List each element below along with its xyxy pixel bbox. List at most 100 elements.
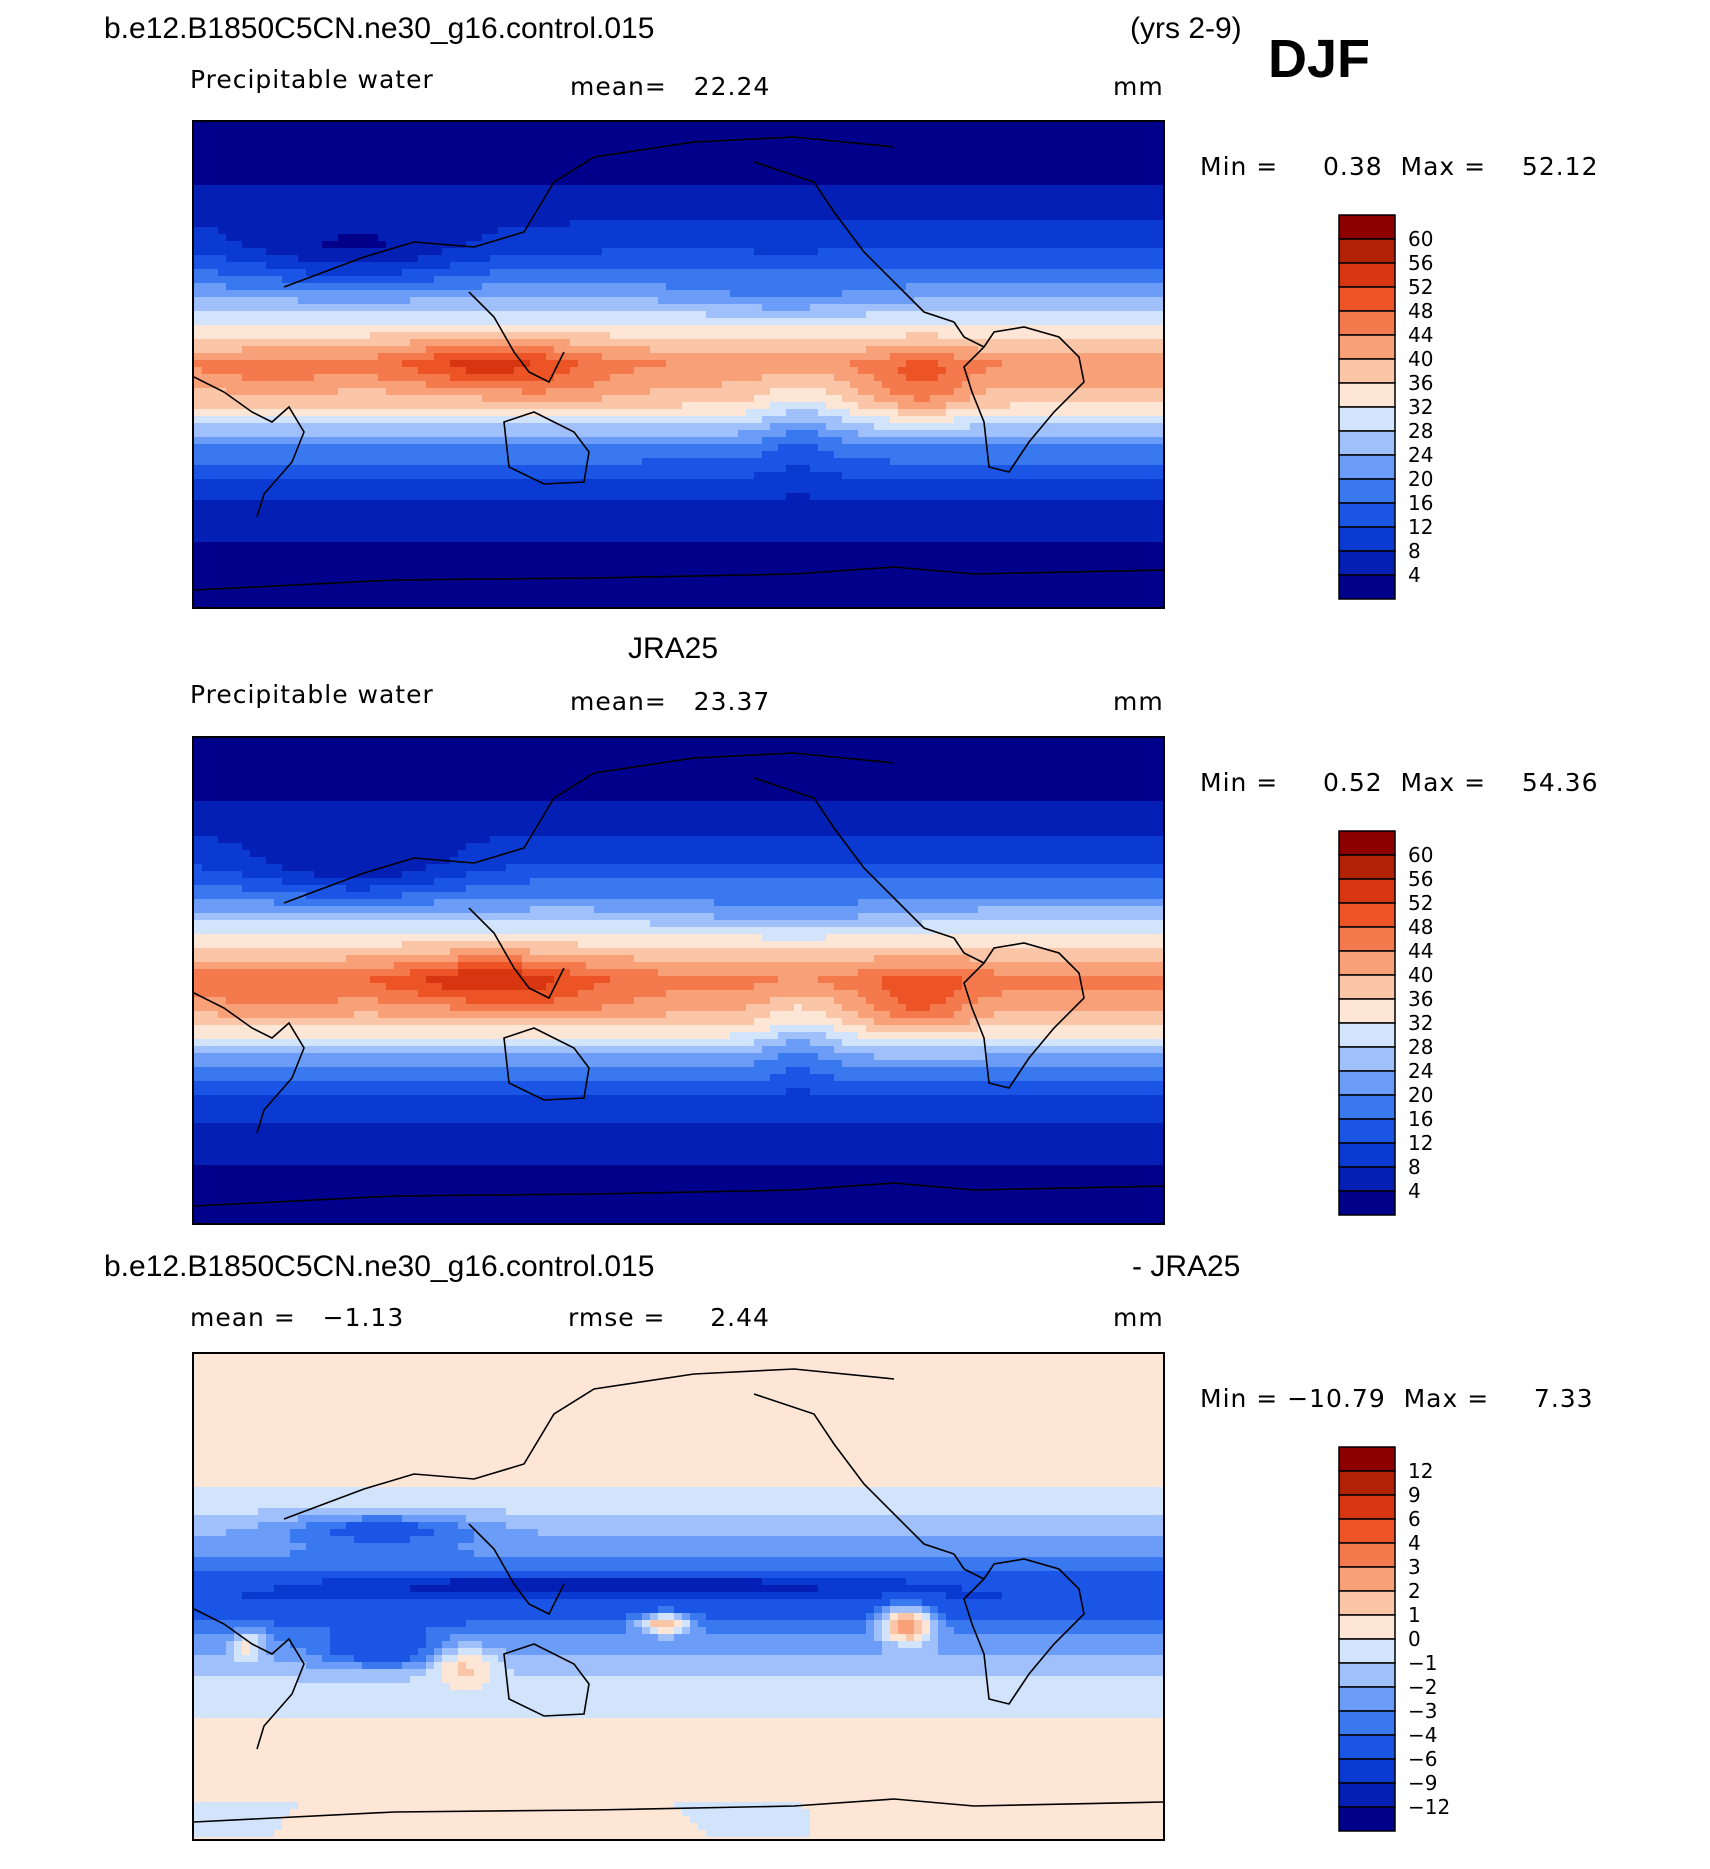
field-cell (1042, 136, 1051, 144)
field-cell (1026, 143, 1035, 151)
field-cell (498, 206, 507, 214)
field-cell (1090, 185, 1099, 193)
field-cell (1066, 136, 1075, 144)
field-cell (514, 234, 523, 242)
field-cell (442, 227, 451, 235)
field-cell (442, 136, 451, 144)
field-cell (554, 136, 563, 144)
field-cell (258, 360, 267, 368)
field-cell (946, 185, 955, 193)
field-cell (1082, 346, 1091, 354)
field-cell (586, 374, 595, 382)
field-cell (338, 150, 347, 158)
field-cell (394, 360, 403, 368)
field-cell (1090, 325, 1099, 333)
field-cell (210, 164, 219, 172)
field-cell (1154, 136, 1163, 144)
field-cell (474, 332, 483, 340)
field-cell (730, 325, 739, 333)
field-cell (538, 171, 547, 179)
field-cell (970, 227, 979, 235)
field-cell (890, 192, 899, 200)
field-cell (738, 353, 747, 361)
field-cell (714, 262, 723, 270)
field-cell (922, 304, 931, 312)
field-cell (922, 241, 931, 249)
field-cell (490, 269, 499, 277)
field-cell (658, 241, 667, 249)
field-cell (962, 248, 971, 256)
field-cell (746, 185, 755, 193)
field-cell (938, 402, 947, 410)
field-cell (858, 136, 867, 144)
field-cell (834, 297, 843, 305)
field-cell (474, 311, 483, 319)
field-cell (930, 360, 939, 368)
field-cell (930, 262, 939, 270)
field-cell (362, 360, 371, 368)
field-cell (866, 136, 875, 144)
field-cell (954, 150, 963, 158)
field-cell (682, 346, 691, 354)
field-cell (658, 325, 667, 333)
field-cell (234, 220, 243, 228)
field-cell (570, 122, 579, 130)
field-cell (282, 192, 291, 200)
field-cell (522, 227, 531, 235)
field-cell (778, 325, 787, 333)
field-cell (1034, 206, 1043, 214)
field-cell (306, 185, 315, 193)
field-cell (1162, 269, 1163, 277)
field-cell (994, 171, 1003, 179)
field-cell (1122, 227, 1131, 235)
field-cell (1122, 311, 1131, 319)
field-cell (842, 192, 851, 200)
field-cell (810, 290, 819, 298)
field-cell (794, 241, 803, 249)
field-cell (1162, 318, 1163, 326)
field-cell (570, 339, 579, 347)
field-cell (618, 318, 627, 326)
field-cell (362, 353, 371, 361)
field-cell (386, 283, 395, 291)
field-cell (1130, 297, 1139, 305)
field-cell (506, 360, 515, 368)
field-cell (1026, 241, 1035, 249)
field-cell (1010, 220, 1019, 228)
field-cell (1098, 304, 1107, 312)
field-cell (194, 346, 203, 354)
field-cell (250, 269, 259, 277)
field-cell (1042, 360, 1051, 368)
field-cell (1074, 346, 1083, 354)
field-cell (210, 276, 219, 284)
field-cell (490, 213, 499, 221)
field-cell (234, 381, 243, 389)
field-cell (938, 395, 947, 403)
field-cell (242, 367, 251, 375)
field-cell (1010, 136, 1019, 144)
field-cell (562, 220, 571, 228)
field-cell (842, 339, 851, 347)
field-cell (498, 220, 507, 228)
field-cell (370, 283, 379, 291)
field-cell (202, 332, 211, 340)
field-cell (330, 304, 339, 312)
field-cell (1098, 297, 1107, 305)
field-cell (706, 171, 715, 179)
field-cell (858, 241, 867, 249)
field-cell (410, 171, 419, 179)
field-cell (274, 269, 283, 277)
field-cell (1098, 332, 1107, 340)
field-cell (634, 220, 643, 228)
field-cell (458, 143, 467, 151)
field-cell (194, 143, 203, 151)
field-cell (1034, 136, 1043, 144)
field-cell (714, 241, 723, 249)
field-cell (690, 269, 699, 277)
field-cell (546, 318, 555, 326)
field-cell (826, 129, 835, 137)
field-cell (722, 276, 731, 284)
field-cell (738, 185, 747, 193)
field-cell (546, 157, 555, 165)
field-cell (970, 241, 979, 249)
